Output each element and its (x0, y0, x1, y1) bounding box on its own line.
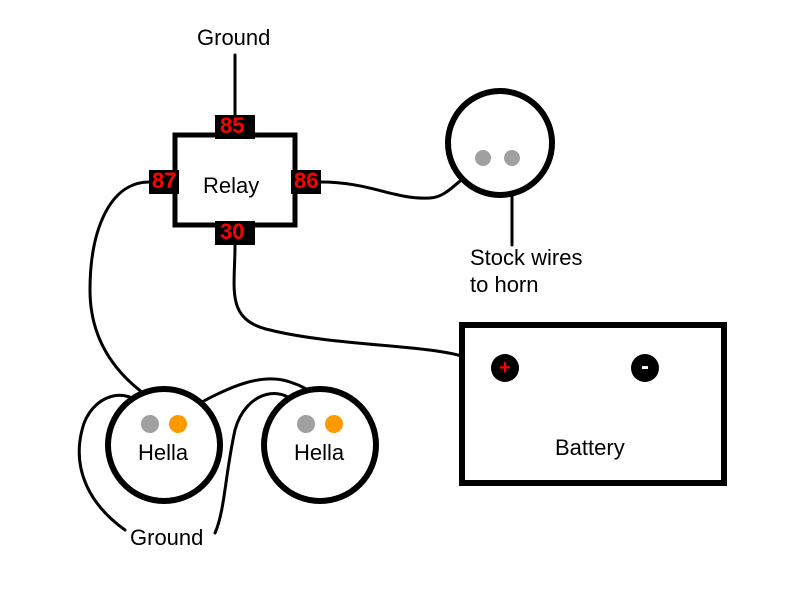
relay-pin-label-86: 86 (294, 168, 318, 193)
stock-horn-connector (448, 91, 552, 195)
hella-horn-2-label: Hella (294, 440, 345, 465)
relay-pin-label-30: 30 (220, 219, 244, 244)
relay-pin-label-85: 85 (220, 113, 244, 138)
hella-horn-1-label: Hella (138, 440, 189, 465)
battery-neg-symbol: - (641, 353, 649, 380)
wiring-diagram: Relay 85 87 86 30 Ground Stock wiresto horn + - B… (0, 0, 800, 600)
stock-horn-terminal-1 (475, 150, 491, 166)
ground-bottom-label: Ground (130, 525, 203, 550)
stock-horn-terminal-2 (504, 150, 520, 166)
battery-pos-symbol: + (499, 357, 511, 379)
hella-horn-1-terminal-gray (141, 415, 159, 433)
wire-relay30_to_batteryplus (234, 245, 496, 361)
hella-horn-2-terminal-orange (325, 415, 343, 433)
stock-horn-label-2: to horn (470, 272, 539, 297)
ground-top-label: Ground (197, 25, 270, 50)
relay-label: Relay (203, 173, 259, 198)
stock-horn-label-1: Stock wires (470, 245, 582, 270)
relay-pin-label-87: 87 (152, 168, 176, 193)
hella-horn-2-terminal-gray (297, 415, 315, 433)
hella-horn-1-terminal-orange (169, 415, 187, 433)
battery-label: Battery (555, 435, 625, 460)
